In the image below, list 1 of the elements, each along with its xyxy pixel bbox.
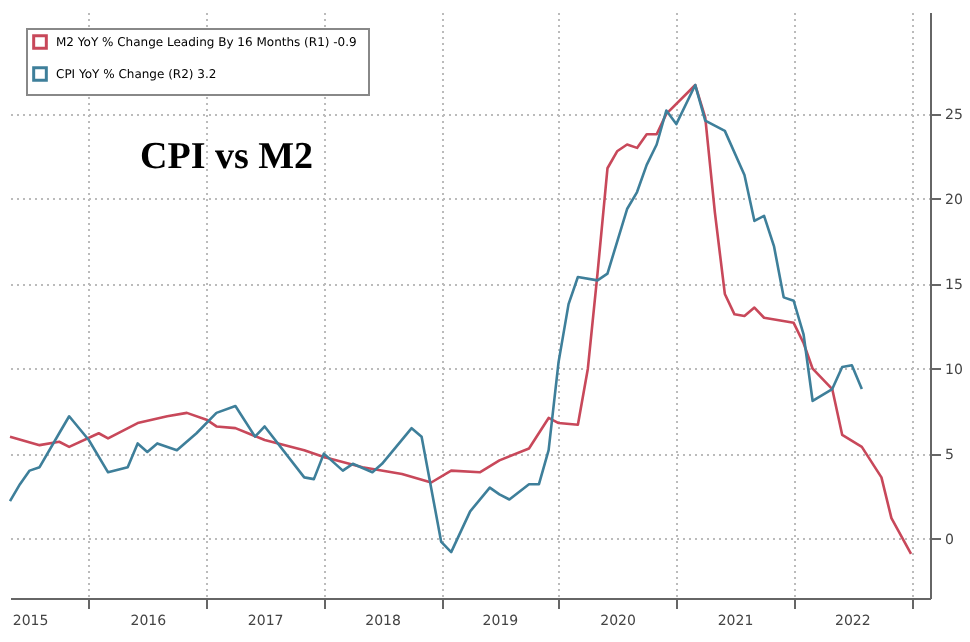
text: CPI vs M2 (140, 136, 314, 178)
